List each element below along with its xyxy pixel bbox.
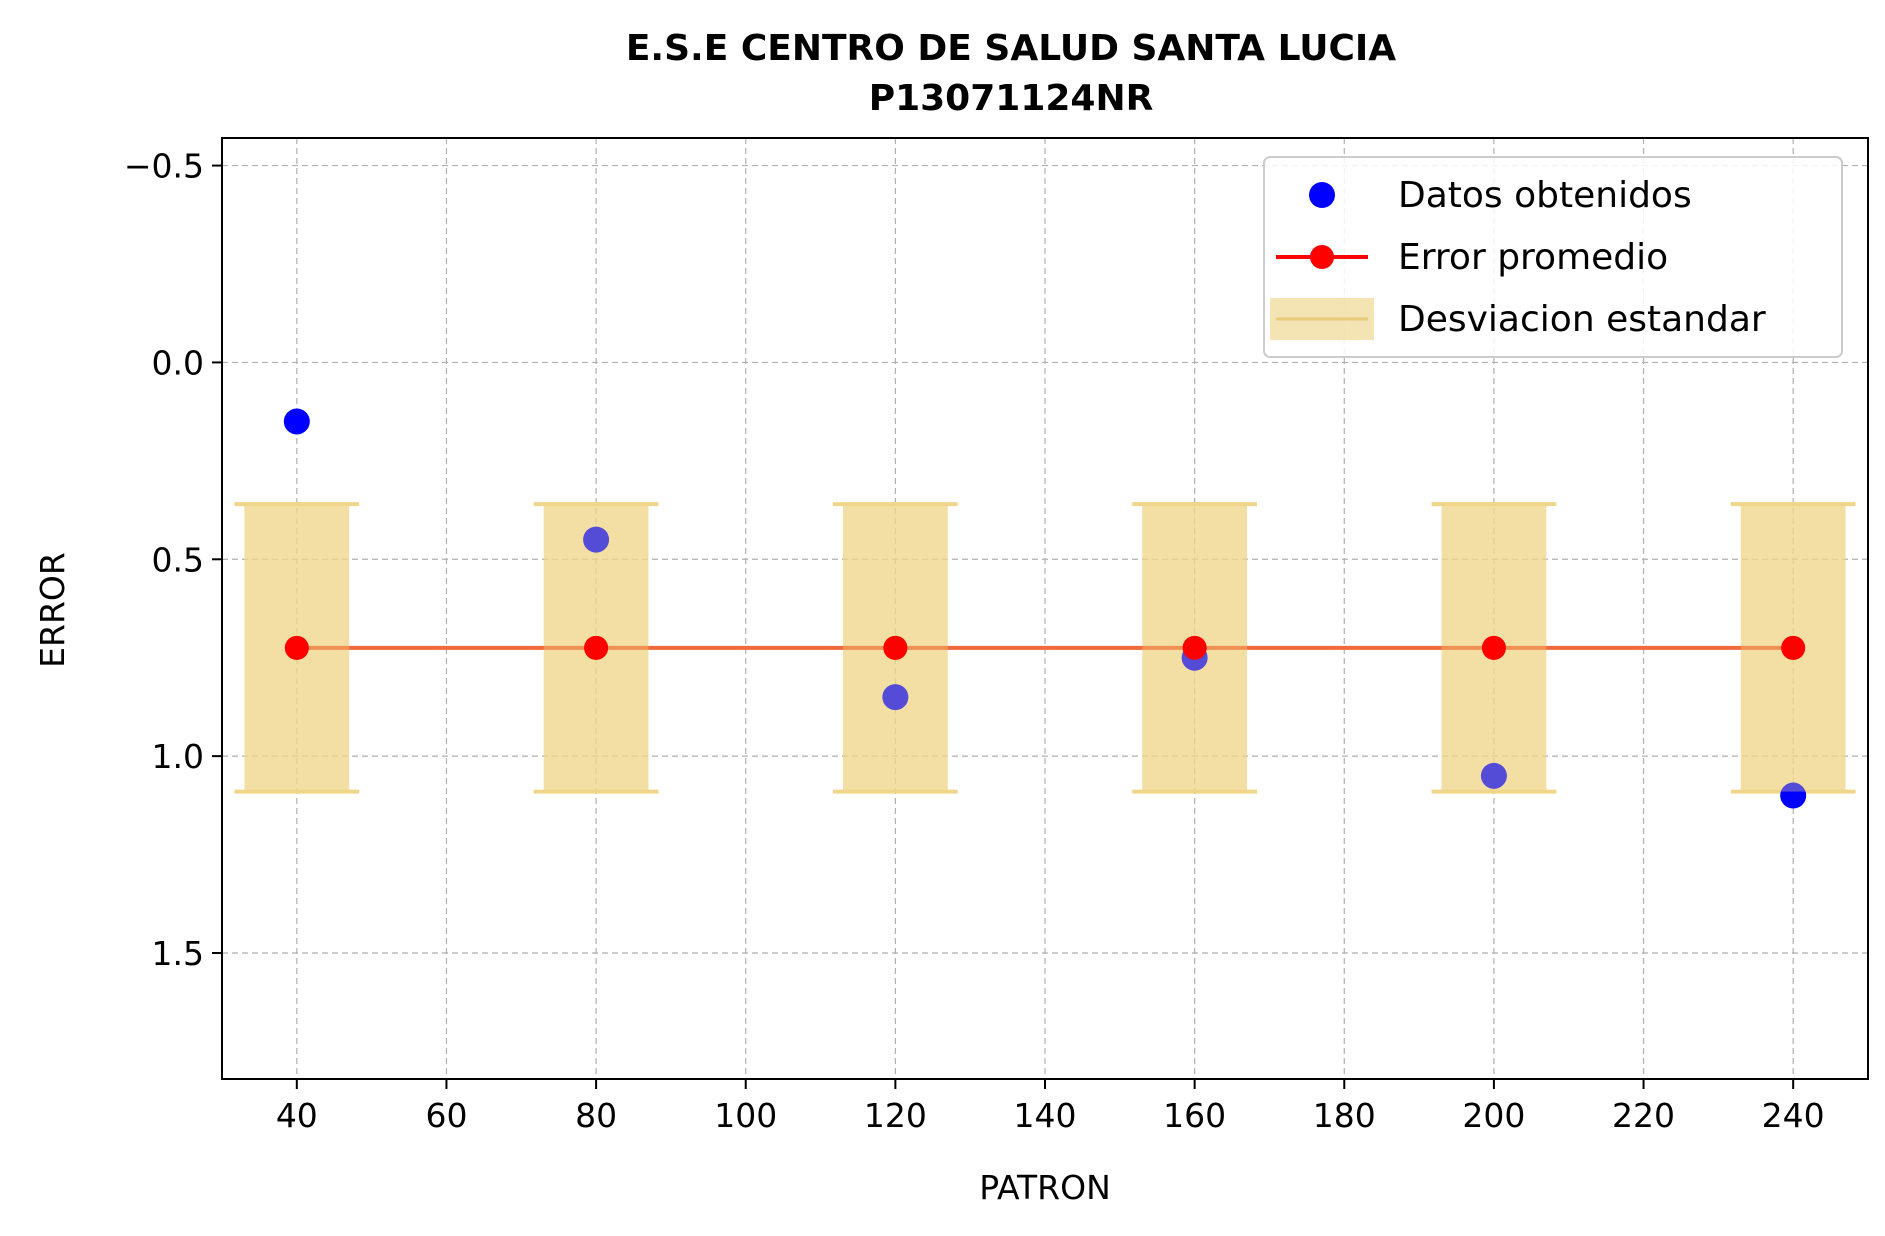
chart-title: E.S.E CENTRO DE SALUD SANTA LUCIA bbox=[626, 28, 1396, 69]
x-tick-label: 240 bbox=[1762, 1096, 1825, 1135]
data-point bbox=[1480, 762, 1507, 789]
x-tick-label: 80 bbox=[575, 1096, 617, 1135]
average-marker-top bbox=[1481, 635, 1506, 660]
x-tick-label: 100 bbox=[714, 1096, 777, 1135]
average-marker-top bbox=[284, 635, 309, 660]
y-tick-label: −0.5 bbox=[124, 147, 204, 186]
legend: Datos obtenidos Error promedio Desviacio… bbox=[1263, 156, 1843, 358]
y-tick-label: 0.5 bbox=[152, 540, 204, 579]
data-point bbox=[882, 684, 909, 711]
x-tick-label: 160 bbox=[1163, 1096, 1226, 1135]
chart-subtitle: P13071124NR bbox=[869, 78, 1154, 119]
average-marker-top bbox=[1781, 635, 1806, 660]
x-tick-label: 140 bbox=[1014, 1096, 1077, 1135]
legend-box bbox=[1263, 156, 1843, 358]
legend-label-promedio: Error promedio bbox=[1398, 237, 1668, 278]
legend-swatch-promedio-marker bbox=[1310, 245, 1334, 269]
average-marker-top bbox=[883, 635, 908, 660]
legend-label-datos: Datos obtenidos bbox=[1398, 175, 1692, 216]
x-tick-label: 200 bbox=[1462, 1096, 1525, 1135]
data-points bbox=[244, 408, 1846, 809]
data-point bbox=[283, 408, 310, 435]
x-tick-label: 40 bbox=[276, 1096, 318, 1135]
x-tick-label: 180 bbox=[1313, 1096, 1376, 1135]
average-marker-top bbox=[1182, 635, 1207, 660]
data-point bbox=[583, 526, 610, 553]
data-point bbox=[1780, 782, 1807, 809]
y-tick-label: 0.0 bbox=[152, 343, 204, 382]
x-axis-label: PATRON bbox=[979, 1168, 1111, 1207]
average-marker-top bbox=[584, 635, 609, 660]
legend-label-desviacion: Desviacion estandar bbox=[1398, 299, 1766, 340]
y-axis-ticks: −0.5 0.0 0.5 1.0 1.5 bbox=[124, 147, 222, 973]
x-tick-label: 220 bbox=[1612, 1096, 1675, 1135]
y-axis-label: ERROR bbox=[33, 552, 72, 668]
y-tick-label: 1.5 bbox=[152, 934, 204, 973]
x-tick-label: 120 bbox=[864, 1096, 927, 1135]
x-tick-label: 60 bbox=[425, 1096, 467, 1135]
legend-swatch-datos bbox=[1309, 182, 1335, 208]
y-tick-label: 1.0 bbox=[152, 737, 204, 776]
x-axis-ticks: 40 60 80 100 120 140 160 180 200 220 240 bbox=[276, 1079, 1825, 1135]
